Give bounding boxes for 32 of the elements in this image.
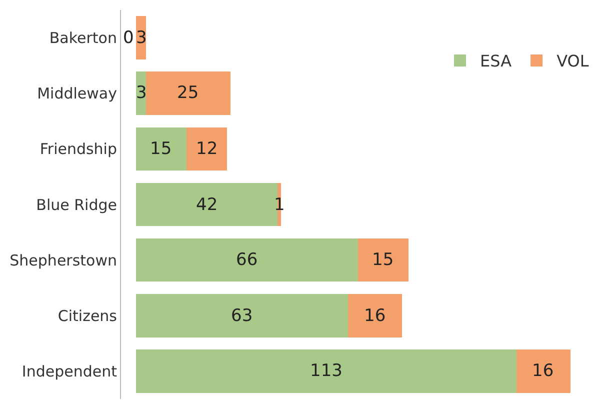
legend-label: ESA <box>480 52 512 71</box>
bar <box>136 350 516 393</box>
bar <box>516 350 570 393</box>
bar <box>136 238 358 282</box>
data-label: 16 <box>364 306 386 326</box>
y-tick-label: Friendship <box>40 140 117 158</box>
y-tick-label: Blue Ridge <box>36 196 117 214</box>
bar <box>348 294 402 338</box>
data-label: 15 <box>372 250 394 270</box>
bar <box>136 127 187 171</box>
data-label: 0 <box>123 28 134 48</box>
bar <box>146 72 230 116</box>
y-tick-label: Middleway <box>37 84 118 103</box>
data-label: 3 <box>136 28 147 48</box>
data-label: 63 <box>231 306 253 326</box>
data-label: 42 <box>196 195 218 215</box>
data-label: 16 <box>532 361 554 381</box>
data-label: 12 <box>196 139 218 159</box>
legend-label: VOL <box>556 52 589 71</box>
bar <box>358 238 409 282</box>
bar <box>136 182 278 226</box>
y-tick-label: Shepherstown <box>10 251 117 270</box>
bar <box>186 127 227 171</box>
data-label: 66 <box>236 250 258 270</box>
data-label: 3 <box>136 83 147 103</box>
data-label: 25 <box>177 83 199 103</box>
bar <box>136 294 348 338</box>
y-tick-label: Independent <box>22 362 118 380</box>
data-label: 113 <box>310 361 342 381</box>
y-tick-label: Bakerton <box>49 29 117 48</box>
y-tick-label: Citizens <box>58 306 118 325</box>
data-label: 15 <box>150 139 172 159</box>
